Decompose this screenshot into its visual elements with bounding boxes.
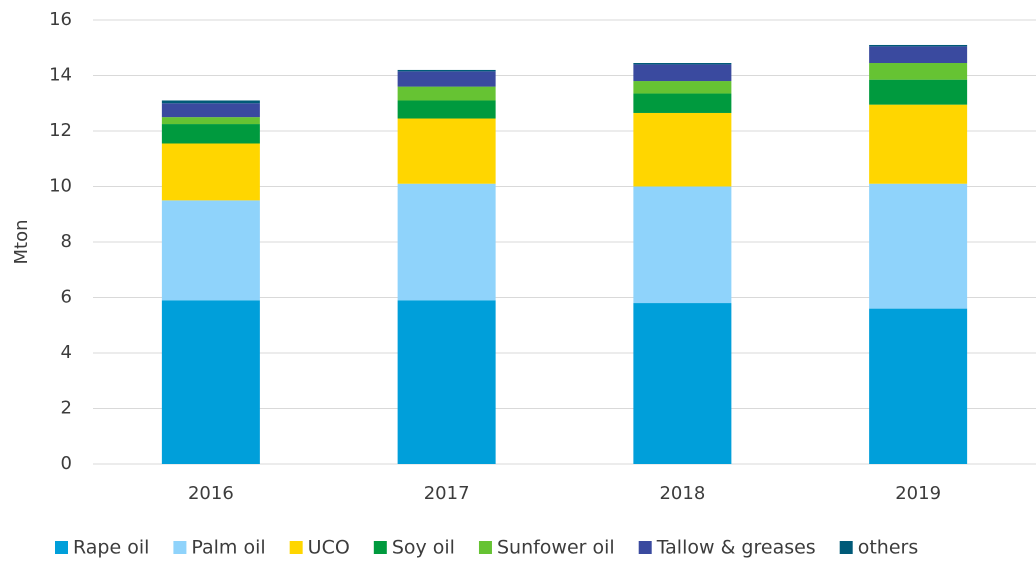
legend-swatch	[289, 541, 303, 554]
bar-segment	[397, 71, 496, 87]
bar-segment	[633, 64, 732, 82]
legend-swatch	[839, 541, 853, 554]
legend-label: UCO	[308, 537, 350, 559]
y-tick-label: 14	[49, 65, 72, 86]
bar-segment	[869, 79, 968, 105]
bar-segment	[161, 103, 260, 118]
y-tick-label: 8	[61, 231, 72, 252]
bar-segment	[161, 300, 260, 464]
legend-swatch	[638, 541, 652, 554]
legend-label: Rape oil	[73, 537, 149, 559]
y-tick-label: 10	[49, 176, 72, 197]
bar-segment	[161, 200, 260, 301]
bar-segment	[161, 117, 260, 125]
bar-segment	[869, 44, 968, 47]
x-tick-label: 2018	[659, 483, 705, 504]
bar-segment	[869, 63, 968, 80]
legend-label: Palm oil	[191, 537, 265, 559]
legend-label: others	[858, 537, 919, 559]
bar-segment	[869, 183, 968, 309]
bar-segment	[633, 303, 732, 464]
bar-segment	[161, 124, 260, 144]
bar-segment	[633, 81, 732, 94]
legend-label: Soy oil	[392, 537, 455, 559]
y-tick-label: 4	[61, 342, 72, 363]
legend-swatch	[173, 541, 187, 554]
bar-segment	[397, 100, 496, 119]
bar-segment	[633, 112, 732, 187]
legend-swatch	[55, 541, 68, 554]
bar-segment	[397, 183, 496, 301]
y-tick-label: 16	[49, 9, 72, 30]
x-tick-label: 2017	[424, 483, 470, 504]
bar-segment	[161, 143, 260, 201]
bar-segment	[633, 186, 732, 304]
y-axis-label: Mton	[11, 219, 32, 264]
y-tick-label: 2	[61, 398, 72, 419]
legend-label: Tallow & greases	[656, 537, 816, 559]
bar-segment	[397, 86, 496, 101]
bar-segment	[633, 63, 732, 65]
legend-label: Sunfower oil	[497, 537, 615, 559]
bar-segment	[397, 118, 496, 184]
x-tick-label: 2019	[895, 483, 941, 504]
bar-segment	[397, 300, 496, 464]
bar-segment	[633, 93, 732, 113]
x-tick-label: 2016	[188, 483, 234, 504]
legend-swatch	[478, 541, 492, 554]
bar-segment	[397, 69, 496, 72]
bar-segment	[869, 308, 968, 464]
bar-segment	[869, 46, 968, 64]
y-tick-label: 6	[61, 287, 72, 308]
legend-swatch	[373, 541, 387, 554]
bar-segment	[869, 104, 968, 184]
bar-segment	[161, 100, 260, 104]
y-tick-label: 0	[61, 453, 72, 474]
y-tick-label: 12	[49, 120, 72, 141]
